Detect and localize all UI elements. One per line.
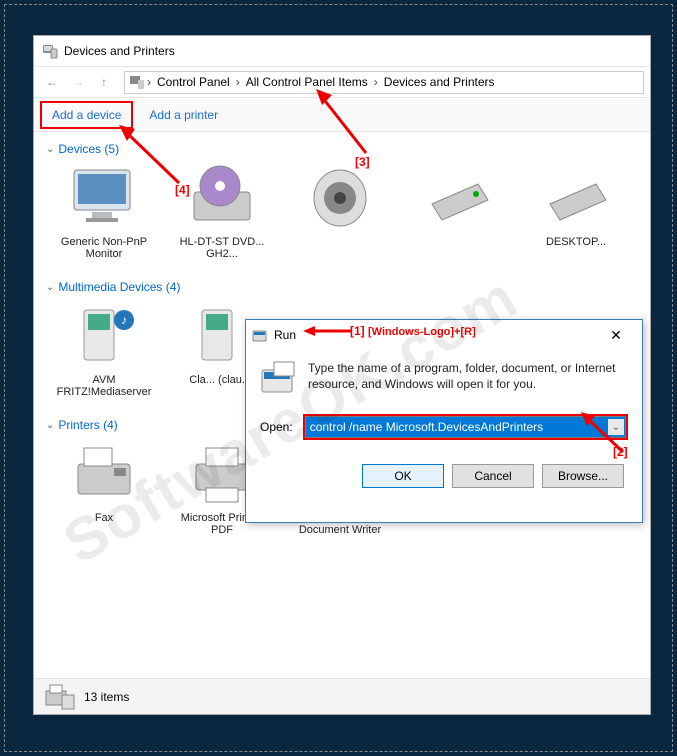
page-frame: Devices and Printers ← → ↑ › Control Pan… <box>4 4 673 752</box>
breadcrumb-item[interactable]: Devices and Printers <box>380 75 499 89</box>
chevron-down-icon: ⌄ <box>46 144 54 155</box>
add-device-button[interactable]: Add a device <box>40 101 133 129</box>
run-titlebar[interactable]: Run ✕ <box>246 320 642 350</box>
window-title: Devices and Printers <box>64 44 175 58</box>
breadcrumb-path[interactable]: › Control Panel › All Control Panel Item… <box>124 71 644 94</box>
chevron-down-icon: ⌄ <box>46 282 54 293</box>
device-label: AVM FRITZ!Mediaserver <box>54 374 154 398</box>
mediaserver-icon: ♪ <box>64 302 144 370</box>
control-panel-icon <box>129 74 145 90</box>
add-printer-button[interactable]: Add a printer <box>139 103 228 127</box>
nav-back-icon[interactable]: ← <box>40 70 64 94</box>
run-program-icon <box>260 360 296 396</box>
group-count: (4) <box>103 418 118 432</box>
cancel-button[interactable]: Cancel <box>452 464 534 488</box>
devices-icon <box>44 683 76 711</box>
nav-up-icon[interactable]: ↑ <box>92 70 116 94</box>
drive-icon <box>418 164 498 232</box>
monitor-icon <box>64 164 144 232</box>
chevron-down-icon: ⌄ <box>46 420 54 431</box>
devices-icon <box>42 43 58 59</box>
group-header-multimedia[interactable]: ⌄ Multimedia Devices (4) <box>44 274 640 302</box>
browse-button[interactable]: Browse... <box>542 464 624 488</box>
device-label: DESKTOP... <box>526 236 626 248</box>
run-body: Type the name of a program, folder, docu… <box>246 350 642 498</box>
chevron-right-icon: › <box>145 75 153 89</box>
statusbar: 13 items <box>34 678 650 714</box>
group-name: Devices <box>58 142 101 156</box>
devices-items: Generic Non-PnP Monitor HL-DT-ST DVD... … <box>44 164 640 260</box>
printer-item[interactable]: Fax <box>54 440 154 536</box>
group-count: (5) <box>104 142 119 156</box>
ok-button[interactable]: OK <box>362 464 444 488</box>
device-item[interactable]: ♪ AVM FRITZ!Mediaserver <box>54 302 154 398</box>
statusbar-count: 13 items <box>84 690 129 704</box>
device-item[interactable]: Generic Non-PnP Monitor <box>54 164 154 260</box>
toolbar: Add a device Add a printer <box>34 98 650 132</box>
breadcrumb-bar: ← → ↑ › Control Panel › All Control Pane… <box>34 66 650 98</box>
device-label: Generic Non-PnP Monitor <box>54 236 154 260</box>
speaker-icon <box>300 164 380 232</box>
printer-label: Fax <box>54 512 154 524</box>
device-item[interactable] <box>290 164 390 260</box>
device-item[interactable]: DESKTOP... <box>526 164 626 260</box>
device-label: HL-DT-ST DVD... GH2... <box>172 236 272 260</box>
nav-forward-icon[interactable]: → <box>66 70 90 94</box>
breadcrumb-item[interactable]: Control Panel <box>153 75 234 89</box>
run-icon <box>252 327 268 343</box>
window-titlebar[interactable]: Devices and Printers <box>34 36 650 66</box>
chevron-right-icon: › <box>372 75 380 89</box>
group-name: Multimedia Devices <box>58 280 162 294</box>
svg-text:♪: ♪ <box>121 313 127 327</box>
group-header-devices[interactable]: ⌄ Devices (5) <box>44 136 640 164</box>
run-description: Type the name of a program, folder, docu… <box>308 360 628 396</box>
dropdown-icon[interactable]: ⌄ <box>608 419 624 435</box>
chevron-right-icon: › <box>234 75 242 89</box>
group-name: Printers <box>58 418 99 432</box>
group-count: (4) <box>166 280 181 294</box>
command-input[interactable] <box>305 416 626 438</box>
open-label: Open: <box>260 420 293 434</box>
drive-icon <box>536 164 616 232</box>
breadcrumb-item[interactable]: All Control Panel Items <box>242 75 372 89</box>
run-dialog: Run ✕ Type the name of a program, folder… <box>245 319 643 523</box>
fax-icon <box>64 440 144 508</box>
run-title: Run <box>274 328 296 342</box>
disc-drive-icon <box>182 164 262 232</box>
close-button[interactable]: ✕ <box>596 321 636 349</box>
device-item[interactable] <box>408 164 508 260</box>
command-input-highlight: ⌄ <box>303 414 628 440</box>
device-item[interactable]: HL-DT-ST DVD... GH2... <box>172 164 272 260</box>
